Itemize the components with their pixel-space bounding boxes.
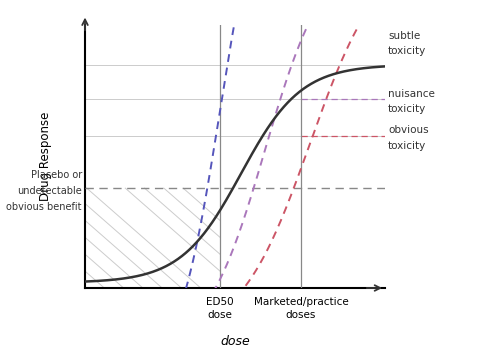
Text: doses: doses [286,310,316,320]
Text: toxicity: toxicity [388,46,426,57]
Text: dose: dose [208,310,233,320]
Text: dose: dose [220,335,250,348]
Text: toxicity: toxicity [388,141,426,151]
Text: ED50: ED50 [206,297,234,307]
Text: obvious benefit: obvious benefit [6,202,82,212]
Text: Drug Response: Drug Response [40,112,52,201]
Text: undetectable: undetectable [17,186,82,196]
Text: Placebo or: Placebo or [31,170,82,180]
Text: obvious: obvious [388,125,428,135]
Text: Marketed/practice: Marketed/practice [254,297,348,307]
Text: subtle: subtle [388,31,420,41]
Text: nuisance: nuisance [388,89,435,99]
Text: toxicity: toxicity [388,104,426,114]
